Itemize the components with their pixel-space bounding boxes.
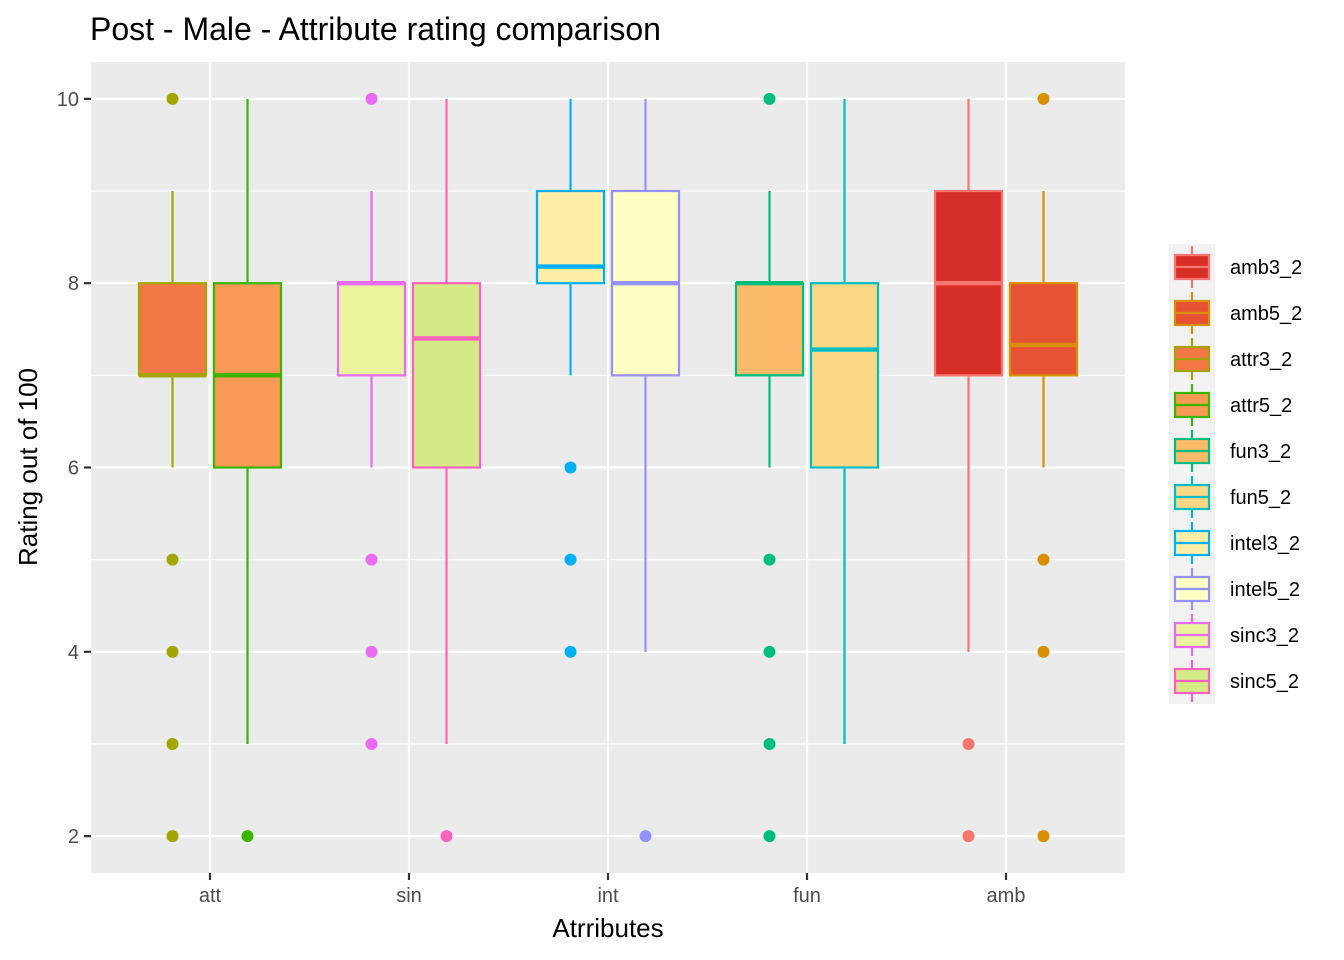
outlier-point	[1037, 830, 1050, 843]
outlier-point	[763, 553, 776, 566]
legend-label: attr3_2	[1230, 349, 1292, 371]
legend-item-intel5_2: intel5_2	[1169, 566, 1300, 612]
outlier-point	[365, 92, 378, 105]
outlier-point	[763, 830, 776, 843]
outlier-point	[1037, 553, 1050, 566]
x-tick-label: sin	[396, 885, 422, 907]
y-tick-label: 4	[68, 642, 79, 664]
y-tick-label: 8	[68, 273, 79, 295]
legend-label: sinc3_2	[1230, 625, 1299, 647]
legend-label: attr5_2	[1230, 395, 1292, 417]
outlier-point	[365, 645, 378, 658]
box-intel5_2	[610, 98, 681, 843]
legend-item-attr5_2: attr5_2	[1169, 382, 1292, 428]
x-tick-label: att	[199, 885, 222, 907]
box-fun5_2	[809, 98, 880, 744]
chart-title: Post - Male - Attribute rating compariso…	[90, 11, 661, 47]
y-tick-label: 2	[68, 826, 79, 848]
box-attr3_2	[137, 92, 208, 843]
box-iqr	[734, 282, 805, 377]
x-tick-label: amb	[987, 885, 1026, 907]
box-series-group	[137, 92, 1079, 843]
x-axis: att sin int fun amb	[199, 873, 1026, 907]
box-iqr	[1008, 282, 1079, 377]
outlier-point	[564, 645, 577, 658]
legend-label: sinc5_2	[1230, 671, 1299, 693]
outlier-point	[166, 830, 179, 843]
outlier-point	[166, 645, 179, 658]
y-tick-label: 6	[68, 458, 79, 480]
legend-item-fun3_2: fun3_2	[1169, 428, 1291, 474]
legend-label: fun5_2	[1230, 487, 1291, 509]
box-sinc5_2	[411, 98, 482, 843]
outlier-point	[365, 553, 378, 566]
box-fun3_2	[734, 92, 805, 843]
outlier-point	[1037, 645, 1050, 658]
box-iqr	[411, 282, 482, 469]
outlier-point	[564, 461, 577, 474]
legend-item-intel3_2: intel3_2	[1169, 520, 1300, 566]
legend-item-sinc3_2: sinc3_2	[1169, 612, 1299, 658]
legend-label: fun3_2	[1230, 441, 1291, 463]
x-axis-title: Atrributes	[552, 913, 663, 943]
box-amb3_2	[933, 98, 1004, 843]
x-tick-label: int	[597, 885, 619, 907]
outlier-point	[763, 737, 776, 750]
legend: amb3_2 amb5_2 attr3_2 attr5_2 fun3_2 fun5_2in…	[1169, 244, 1302, 704]
y-axis: 2 4 6 8 10	[57, 89, 91, 848]
outlier-point	[962, 830, 975, 843]
outlier-point	[241, 830, 254, 843]
legend-item-amb3_2: amb3_2	[1169, 244, 1302, 290]
outlier-point	[440, 830, 453, 843]
legend-item-attr3_2: attr3_2	[1169, 336, 1292, 382]
x-tick-label: fun	[793, 885, 821, 907]
outlier-point	[639, 830, 652, 843]
box-iqr	[535, 189, 606, 285]
outlier-point	[1037, 92, 1050, 105]
outlier-point	[166, 553, 179, 566]
legend-item-sinc5_2: sinc5_2	[1169, 658, 1299, 704]
box-amb5_2	[1008, 92, 1079, 843]
y-axis-title: Rating out of 100	[13, 368, 43, 566]
outlier-point	[166, 92, 179, 105]
box-iqr	[809, 282, 880, 469]
outlier-point	[166, 737, 179, 750]
legend-label: amb3_2	[1230, 257, 1302, 279]
outlier-point	[763, 645, 776, 658]
outlier-point	[365, 737, 378, 750]
y-tick-label: 10	[57, 89, 79, 111]
legend-item-amb5_2: amb5_2	[1169, 290, 1302, 336]
outlier-point	[763, 92, 776, 105]
box-intel3_2	[535, 98, 606, 658]
legend-item-fun5_2: fun5_2	[1169, 474, 1291, 520]
box-sinc3_2	[336, 92, 407, 750]
box-attr5_2	[212, 98, 283, 843]
legend-label: amb5_2	[1230, 303, 1302, 325]
legend-label: intel5_2	[1230, 579, 1300, 601]
box-iqr	[137, 282, 208, 377]
outlier-point	[564, 553, 577, 566]
outlier-point	[962, 737, 975, 750]
legend-label: intel3_2	[1230, 533, 1300, 555]
box-iqr	[336, 282, 407, 377]
